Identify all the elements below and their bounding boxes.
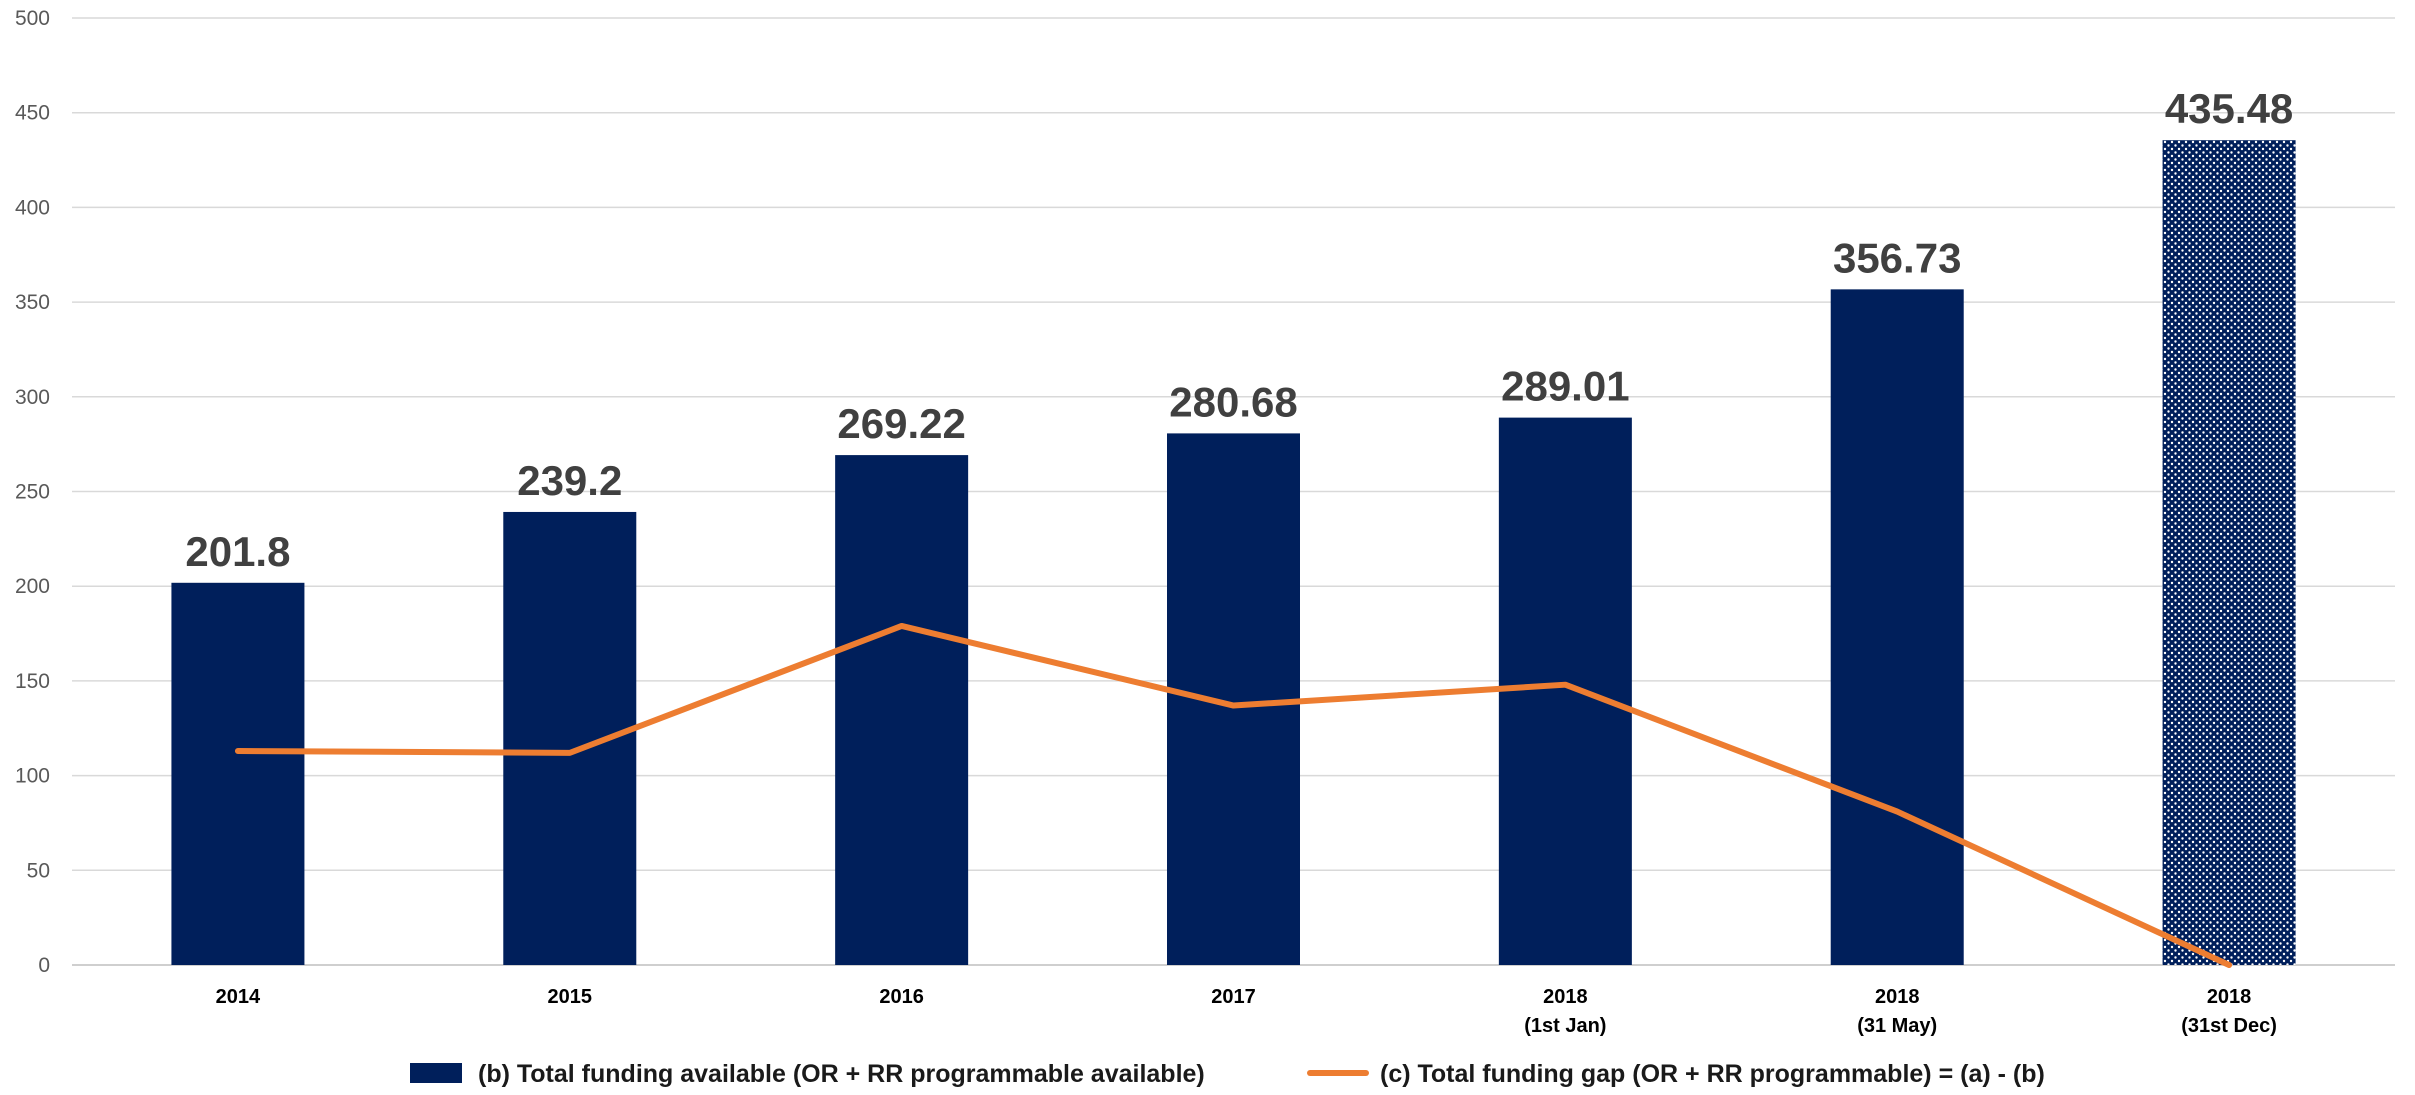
y-tick-label: 250 <box>15 481 50 504</box>
y-tick-label: 300 <box>15 386 50 409</box>
bar-0 <box>171 582 305 965</box>
y-tick-label: 100 <box>15 765 50 788</box>
legend-item-funding-gap: (c) Total funding gap (OR + RR programma… <box>1307 1060 2045 1088</box>
bar-data-label: 356.73 <box>1833 234 1961 281</box>
bar-series <box>171 140 2296 966</box>
x-tick-label: 2014 <box>216 986 261 1008</box>
legend-label: (c) Total funding gap (OR + RR programma… <box>1380 1060 2045 1088</box>
bar-data-label: 435.48 <box>2165 85 2293 132</box>
bar-data-label: 269.22 <box>837 400 965 447</box>
data-labels: 201.8 239.2 269.22 280.68 289.01 356.73 435.48 <box>185 85 2293 575</box>
y-tick-label: 50 <box>27 859 50 882</box>
y-tick-label: 0 <box>38 954 50 977</box>
y-tick-label: 150 <box>15 670 50 693</box>
y-tick-label: 450 <box>15 102 50 125</box>
bar-3 <box>1167 433 1300 965</box>
bar-1 <box>503 511 637 965</box>
y-tick-label: 350 <box>15 291 50 314</box>
x-axis: 2014 2015 2016 2017 2018 (1st Jan) 2018 (31 May… <box>216 986 2277 1037</box>
y-axis: 0 50 100 150 200 250 300 350 400 450 500 <box>15 7 50 977</box>
legend-label: (b) Total funding available (OR + RR pro… <box>478 1060 1205 1088</box>
x-tick-label: 2015 <box>548 986 593 1008</box>
bar-4 <box>1498 417 1632 965</box>
legend-swatch-bar <box>410 1063 462 1083</box>
bar-data-label: 201.8 <box>185 528 290 575</box>
bar-6 <box>2162 140 2296 966</box>
x-tick-label: 2018 (31st Dec) <box>2181 986 2277 1037</box>
bar-5 <box>1830 289 1964 965</box>
legend: (b) Total funding available (OR + RR pro… <box>410 1060 2045 1088</box>
y-tick-label: 200 <box>15 575 50 598</box>
bar-data-label: 239.2 <box>517 457 622 504</box>
x-tick-label: 2018 (1st Jan) <box>1524 986 1606 1037</box>
bar-data-label: 280.68 <box>1169 378 1297 425</box>
bar-2 <box>835 455 969 965</box>
x-tick-label: 2016 <box>879 986 924 1008</box>
x-tick-label: 2018 (31 May) <box>1857 986 1937 1037</box>
legend-item-funding-available: (b) Total funding available (OR + RR pro… <box>410 1060 1205 1088</box>
y-tick-label: 400 <box>15 196 50 219</box>
line-series <box>234 622 2233 968</box>
x-tick-label: 2017 <box>1211 986 1256 1008</box>
y-tick-label: 500 <box>15 7 50 30</box>
bar-data-label: 289.01 <box>1501 363 1629 410</box>
